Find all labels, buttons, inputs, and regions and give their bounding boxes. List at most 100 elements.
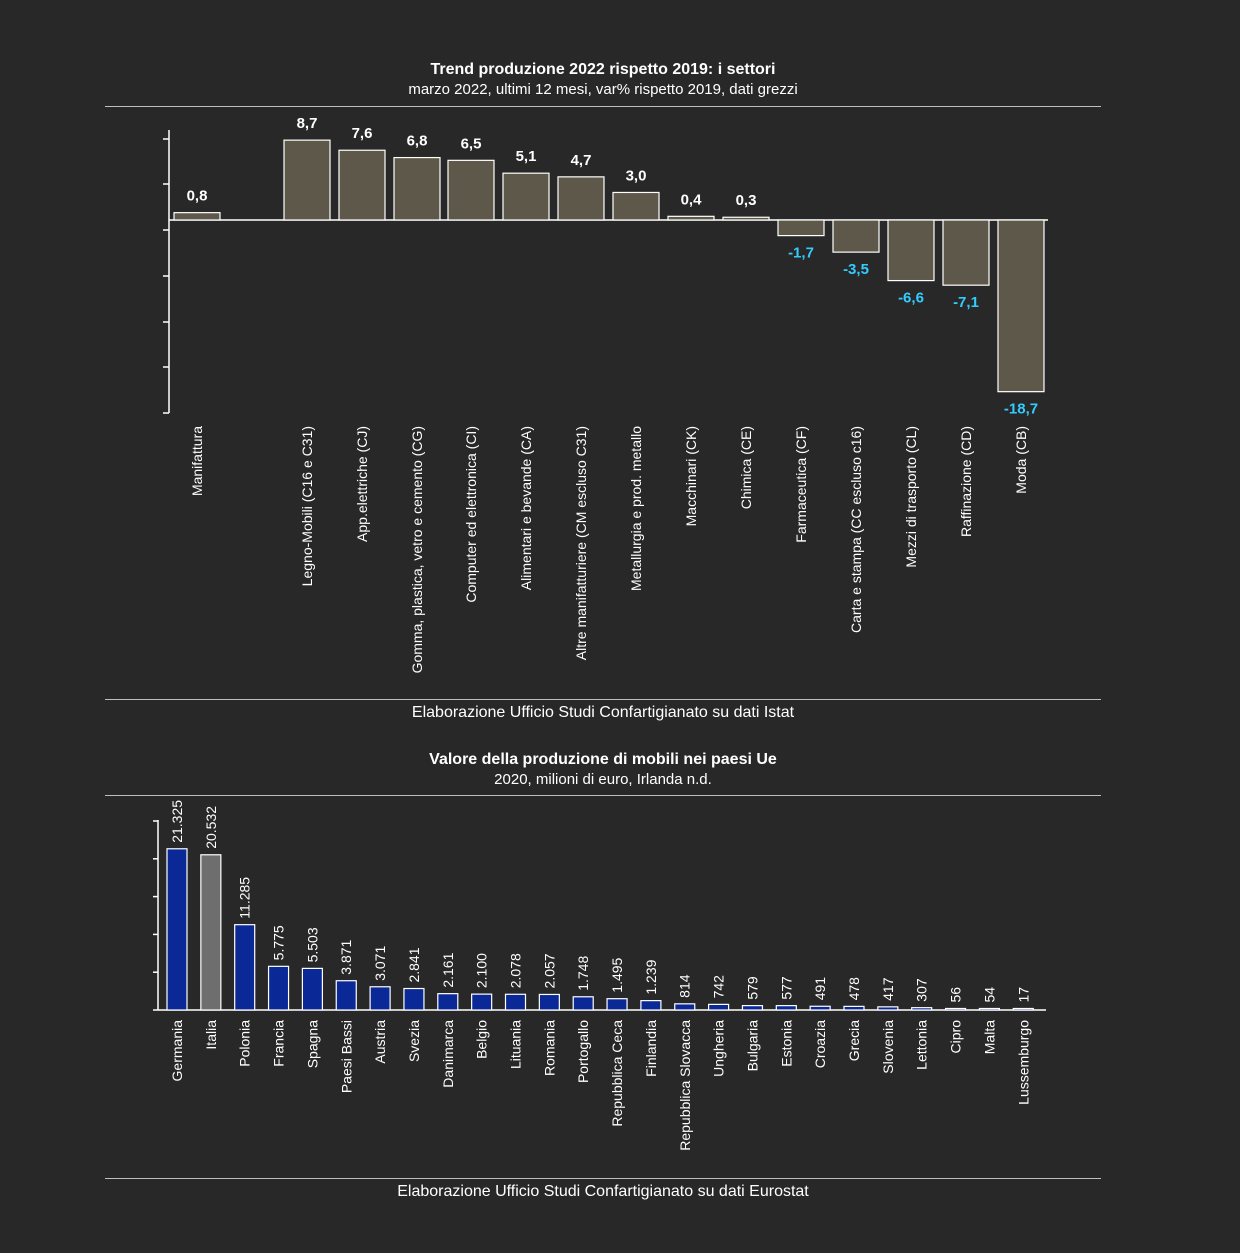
category-label: Lituania — [508, 1020, 524, 1069]
category-label: Finlandia — [643, 1020, 659, 1077]
category-label: Chimica (CE) — [738, 426, 754, 509]
category-label: Gomma, plastica, vetro e cemento (CG) — [409, 426, 425, 673]
data-label: 2.841 — [406, 947, 422, 982]
category-label: Macchinari (CK) — [683, 426, 699, 526]
category-label: Bulgaria — [744, 1020, 760, 1072]
data-label: 5.775 — [271, 925, 287, 960]
bar-italia — [200, 854, 222, 1011]
data-label: -6,6 — [898, 290, 924, 307]
category-label: Metallurgia e prod. metallo — [628, 426, 644, 591]
bar-grecia — [843, 1005, 865, 1011]
data-label: 478 — [846, 977, 862, 1001]
data-label: 491 — [812, 977, 828, 1001]
bar-repubblica-ceca — [606, 998, 628, 1011]
bar-moda-cb — [997, 219, 1045, 393]
chart1-bottom-rule — [105, 699, 1101, 700]
category-label: Francia — [271, 1020, 287, 1067]
data-label: 6,8 — [407, 133, 428, 150]
category-label: Paesi Bassi — [338, 1020, 354, 1093]
category-label: Computer ed elettronica (CI) — [463, 426, 479, 603]
category-label: Estonia — [778, 1020, 794, 1067]
bar-danimarca — [437, 993, 459, 1011]
bar-spagna — [301, 967, 323, 1011]
data-label: 21.325 — [169, 800, 185, 843]
data-label: -3,5 — [843, 261, 869, 278]
bar-chimica-ce — [722, 216, 770, 221]
bar-raffinazione-cd — [942, 219, 990, 286]
chart2-title: Valore della produzione di mobili nei pa… — [429, 751, 777, 768]
bar-estonia — [775, 1005, 797, 1011]
bar-computer-ed-elettronica-ci — [447, 159, 495, 221]
category-label: App.elettriche (CJ) — [354, 426, 370, 542]
bar-germania — [166, 848, 188, 1011]
data-label: 5.503 — [304, 927, 320, 962]
category-label: Raffinazione (CD) — [958, 426, 974, 537]
data-label: 6,5 — [461, 135, 482, 152]
bar-legno-mobili-c16-e-c31 — [283, 139, 331, 221]
data-label: 1.239 — [643, 959, 659, 994]
sector-trend-chart: 0,8 Manifattura 8,7 Legno-Mobili (C16 e C31… — [163, 115, 1048, 673]
bar-lettonia — [911, 1007, 933, 1011]
category-label: Carta e stampa (CC escluso c16) — [848, 426, 864, 633]
data-label: 577 — [778, 976, 794, 1000]
data-label: -7,1 — [953, 294, 979, 311]
bar-romania — [538, 993, 560, 1011]
bar-macchinari-ck — [667, 215, 715, 221]
category-label: Cipro — [948, 1020, 964, 1054]
bar-paesi-bassi — [335, 980, 357, 1011]
bar-ungheria — [707, 1003, 730, 1011]
category-label: Svezia — [406, 1020, 422, 1062]
category-label: Repubblica Slovacca — [677, 1020, 693, 1151]
category-label: Spagna — [304, 1020, 320, 1068]
data-label: 11.285 — [237, 877, 253, 919]
data-label: 54 — [981, 987, 997, 1003]
category-label: Portogallo — [575, 1020, 591, 1083]
chart2-subtitle: 2020, milioni di euro, Irlanda n.d. — [494, 771, 712, 788]
category-label: Ungheria — [711, 1020, 727, 1077]
chart2-source: Elaborazione Ufficio Studi Confartigiana… — [397, 1183, 809, 1200]
category-label: Danimarca — [440, 1020, 456, 1088]
bar-mezzi-di-trasporto-cl — [887, 219, 935, 282]
category-label: Alimentari e bevande (CA) — [518, 426, 534, 590]
chart2-top-rule — [105, 795, 1101, 796]
data-label: 2.078 — [508, 953, 524, 988]
category-label: Belgio — [474, 1020, 490, 1059]
category-label: Italia — [203, 1020, 219, 1050]
data-label: 742 — [711, 975, 727, 999]
data-label: 0,4 — [681, 191, 703, 208]
bar-repubblica-slovacca — [674, 1003, 696, 1011]
category-label: Malta — [981, 1020, 997, 1054]
category-label: Romania — [541, 1020, 557, 1076]
category-label: Altre manifatturiere (CM escluso C31) — [573, 426, 589, 660]
bar-polonia — [234, 924, 256, 1011]
data-label: 3.871 — [338, 939, 354, 974]
bar-app-elettriche-cj — [338, 149, 386, 221]
category-label: Manifattura — [189, 426, 205, 496]
chart1-header: Trend produzione 2022 rispetto 2019: i s… — [105, 60, 1101, 99]
bar-metallurgia-e-prod-metallo — [612, 191, 660, 221]
bar-cipro — [944, 1007, 967, 1011]
data-label: -18,7 — [1004, 401, 1038, 418]
data-label: 0,8 — [187, 188, 208, 205]
bar-lituania — [504, 993, 527, 1011]
category-label: Germania — [169, 1020, 185, 1082]
data-label: -1,7 — [788, 245, 814, 262]
data-label: 7,6 — [352, 125, 373, 142]
category-label: Croazia — [812, 1020, 828, 1068]
category-label: Repubblica Ceca — [609, 1020, 625, 1127]
data-label: 2.057 — [541, 953, 557, 988]
data-label: 8,7 — [297, 115, 318, 132]
data-label: 1.748 — [575, 956, 591, 991]
chart2-bottom-rule — [105, 1178, 1101, 1179]
bar-manifattura — [173, 212, 221, 221]
data-label: 20.532 — [203, 806, 219, 849]
bar-slovenia — [877, 1006, 899, 1011]
chart1-subtitle: marzo 2022, ultimi 12 mesi, var% rispett… — [408, 81, 798, 98]
data-label: 307 — [914, 978, 930, 1002]
bar-farmaceutica-cf — [777, 219, 825, 237]
bar-gomma-plastica-vetro-e-cemento-cg — [393, 156, 441, 221]
bar-portogallo — [572, 996, 594, 1011]
category-label: Mezzi di trasporto (CL) — [903, 426, 919, 568]
bar-francia — [267, 965, 290, 1011]
